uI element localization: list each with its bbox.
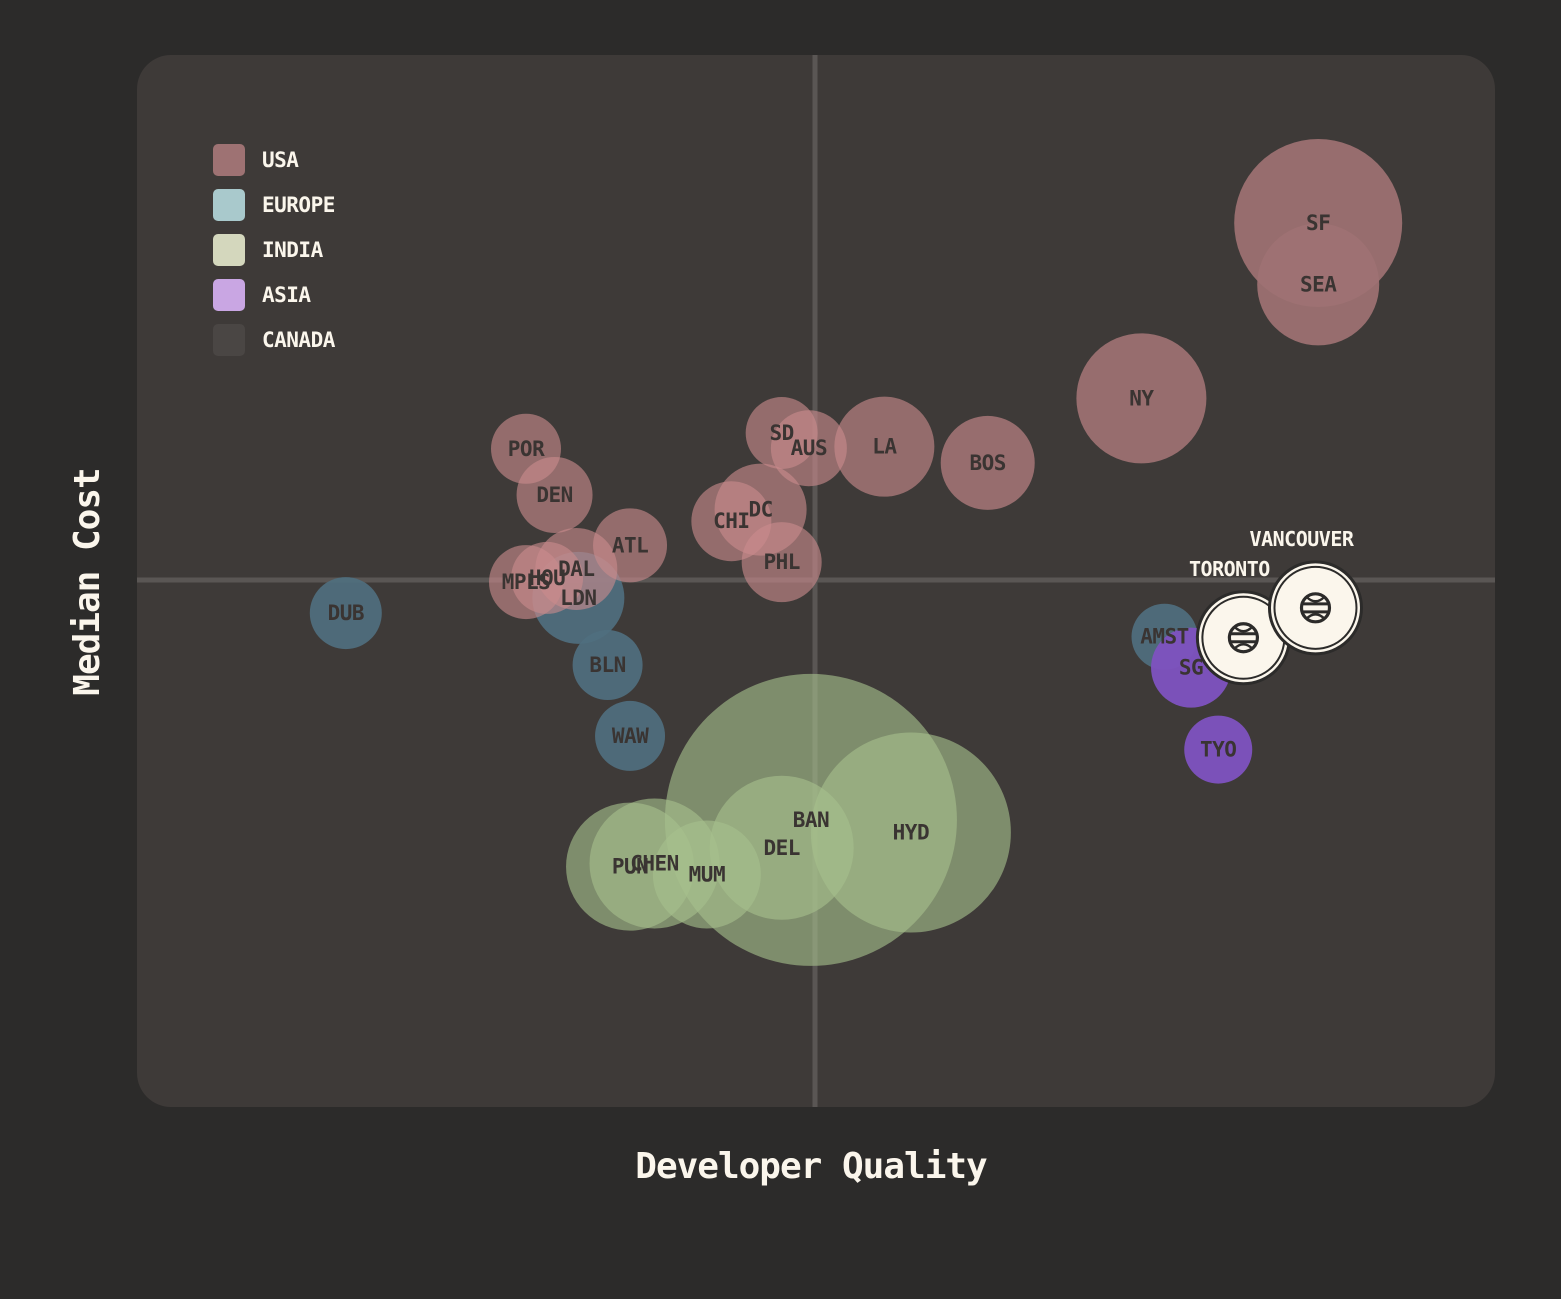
legend-label-canada: CANADA [262, 328, 336, 352]
bubble-bos [940, 415, 1035, 510]
legend-swatch-europe [213, 189, 245, 221]
bubble-label-sg: SG [1179, 656, 1203, 680]
legend-swatch-canada [213, 324, 245, 356]
bubble-label-pun: PUN [612, 855, 648, 879]
legend-label-usa: USA [262, 148, 299, 172]
bubble-label-la: LA [872, 435, 897, 459]
legend-item-usa: USA [213, 144, 300, 176]
bubble-den [516, 456, 593, 533]
bubbles-layer [309, 139, 1403, 966]
bubble-label-bos: BOS [970, 451, 1006, 475]
legend-item-india: INDIA [213, 234, 324, 266]
bubble-label-ny: NY [1129, 386, 1154, 410]
bubble-label-por: POR [508, 437, 545, 461]
bubble-vancouver [1267, 560, 1363, 656]
bubble-label-hou: HOU [529, 566, 565, 590]
x-axis-title: Developer Quality [635, 1146, 987, 1187]
canada-marker-vancouver: VANCOUVER [1250, 527, 1363, 656]
bubble-dub [309, 577, 382, 650]
bubble-label-aus: AUS [791, 436, 827, 460]
bubble-label-sea: SEA [1300, 272, 1337, 296]
legend-item-europe: EUROPE [213, 189, 335, 221]
callout-label-toronto: TORONTO [1189, 557, 1270, 581]
legend-item-asia: ASIA [213, 279, 312, 311]
bubble-label-del: DEL [763, 836, 799, 860]
bubble-label-chi: CHI [713, 509, 749, 533]
bubble-sd [745, 397, 818, 469]
bubble-label-phl: PHL [763, 550, 799, 574]
bubble-label-dc: DC [748, 498, 772, 522]
bubble-label-dal: DAL [558, 557, 594, 581]
bubble-label-ldn: LDN [560, 586, 596, 610]
bubble-la [834, 396, 935, 497]
bubble-label-waw: WAW [612, 724, 649, 748]
bubble-label-den: DEN [536, 483, 572, 507]
bubble-bln [572, 630, 643, 701]
bubble-ny [1076, 333, 1207, 464]
canada-marker-toronto: TORONTO [1189, 557, 1291, 686]
bubble-label-ban: BAN [793, 808, 829, 832]
legend-item-canada: CANADA [213, 324, 336, 356]
legend-swatch-asia [213, 279, 245, 311]
bubble-sea [1257, 223, 1380, 346]
globe-icon [1299, 592, 1332, 624]
bubble-label-mum: MUM [689, 863, 725, 887]
bubble-label-atl: ATL [612, 533, 648, 557]
bubble-mum [652, 820, 761, 929]
bubble-label-tyo: TYO [1200, 738, 1236, 762]
legend: USA EUROPE INDIA ASIA CANADA [213, 144, 336, 356]
legend-swatch-usa [213, 144, 245, 176]
bubble-tyo [1184, 715, 1253, 784]
bubble-label-amst: AMST [1140, 625, 1189, 649]
bubble-hyd [810, 732, 1011, 933]
bubble-phl [741, 522, 822, 603]
bubble-label-mpls: MPLS [502, 570, 551, 594]
bubble-label-hyd: HYD [893, 821, 929, 845]
legend-label-india: INDIA [262, 238, 324, 262]
y-axis-title: Median Cost [67, 468, 108, 695]
bubble-waw [595, 700, 666, 771]
bubble-ring-vancouver [1273, 565, 1358, 650]
bubble-label-chen: CHEN [630, 852, 679, 876]
bubble-label-bln: BLN [589, 653, 625, 677]
bubble-mpls [489, 545, 563, 620]
globe-icon [1227, 622, 1260, 654]
legend-label-asia: ASIA [262, 283, 311, 307]
bubble-label-sf: SF [1306, 211, 1330, 235]
legend-swatch-india [213, 234, 245, 266]
bubble-label-sd: SD [770, 421, 794, 445]
callout-label-vancouver: VANCOUVER [1250, 527, 1355, 551]
legend-label-europe: EUROPE [262, 193, 335, 217]
bubble-label-dub: DUB [328, 601, 364, 625]
